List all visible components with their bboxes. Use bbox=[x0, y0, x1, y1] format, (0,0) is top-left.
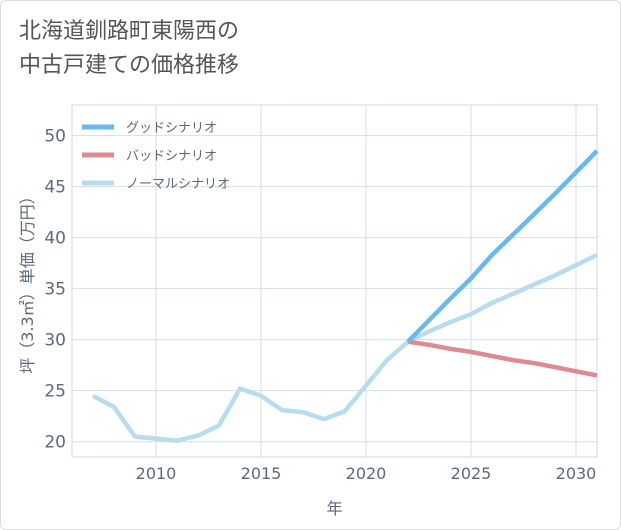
y-axis-label: 坪（3.3㎡）単価（万円） bbox=[18, 188, 37, 373]
title-line-2: 中古戸建ての価格推移 bbox=[19, 53, 240, 78]
legend-label: グッドシナリオ bbox=[126, 121, 217, 136]
x-tick-label: 2015 bbox=[241, 464, 282, 483]
axes: 2010 2015 2020 2025 203020253035404550年坪（3.3… bbox=[18, 127, 596, 518]
x-tick-label: 2010 bbox=[136, 464, 177, 483]
x-tick-label: 2025 bbox=[451, 464, 492, 483]
plot-area bbox=[71, 104, 598, 458]
y-tick-label: 20 bbox=[44, 433, 66, 453]
y-tick-label: 50 bbox=[44, 127, 66, 147]
y-tick-label: 25 bbox=[44, 382, 66, 402]
x-tick-label: 2030 bbox=[556, 464, 597, 483]
x-axis-label: 年 bbox=[326, 499, 342, 518]
series-line-0 bbox=[406, 149, 599, 344]
legend-label: バッドシナリオ bbox=[126, 149, 217, 164]
series-lines bbox=[91, 149, 599, 443]
y-tick-label: 40 bbox=[44, 229, 66, 249]
y-tick-label: 35 bbox=[44, 280, 66, 300]
series-line-1 bbox=[407, 339, 598, 378]
y-tick-label: 30 bbox=[44, 331, 66, 351]
chart-title: 北海道釧路町東陽西の 中古戸建ての価格推移 bbox=[19, 15, 239, 83]
x-tick-label: 2020 bbox=[346, 464, 387, 483]
legend-label: ノーマルシナリオ bbox=[126, 177, 230, 192]
title-line-1: 北海道釧路町東陽西の bbox=[19, 19, 240, 44]
y-tick-label: 45 bbox=[44, 178, 66, 198]
series-line-2 bbox=[91, 252, 598, 443]
